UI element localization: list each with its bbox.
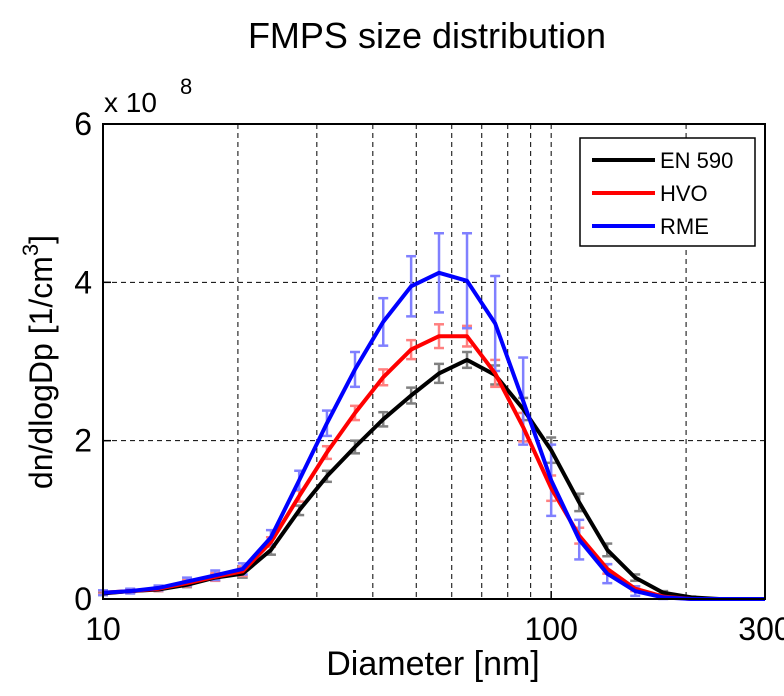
y-axis-label-sup: 3 xyxy=(18,244,43,256)
series-line-en-590 xyxy=(102,357,765,601)
axis-ticks: 10 100 300 0 2 4 6 xyxy=(74,106,784,647)
y-tick-label: 2 xyxy=(74,423,92,459)
legend-label: HVO xyxy=(660,181,708,206)
legend-entry: EN 590 xyxy=(592,148,733,173)
y-axis-label: dn/dlogDp [1/cm3] xyxy=(18,235,59,489)
chart-title: FMPS size distribution xyxy=(248,15,606,56)
x-tick-label: 300 xyxy=(738,611,784,647)
series-lines xyxy=(102,270,765,601)
y-axis-label-close: ] xyxy=(23,235,59,244)
plot-frame xyxy=(102,123,766,600)
y-tick-label: 4 xyxy=(74,264,92,300)
error-bars xyxy=(98,232,697,601)
svg-text:dn/dlogDp [1/cm3]: dn/dlogDp [1/cm3] xyxy=(18,235,59,489)
y-multiplier: x 10 8 xyxy=(104,74,192,118)
x-tick-label: 10 xyxy=(85,611,121,647)
y-tick-label: 0 xyxy=(74,581,92,617)
y-tick-label: 6 xyxy=(74,106,92,142)
x-tick-label: 100 xyxy=(524,611,577,647)
y-multiplier-base: x 10 xyxy=(104,87,157,118)
series-line-rme xyxy=(102,270,765,601)
legend-entry: RME xyxy=(592,214,709,239)
legend-label: RME xyxy=(660,214,709,239)
legend-entry: HVO xyxy=(592,181,708,206)
legend: EN 590 HVO RME xyxy=(579,137,756,247)
y-axis-label-main: dn/dlogDp [1/cm xyxy=(23,256,59,489)
y-multiplier-exponent: 8 xyxy=(180,74,192,99)
legend-label: EN 590 xyxy=(660,148,733,173)
x-axis-label: Diameter [nm] xyxy=(326,645,540,683)
